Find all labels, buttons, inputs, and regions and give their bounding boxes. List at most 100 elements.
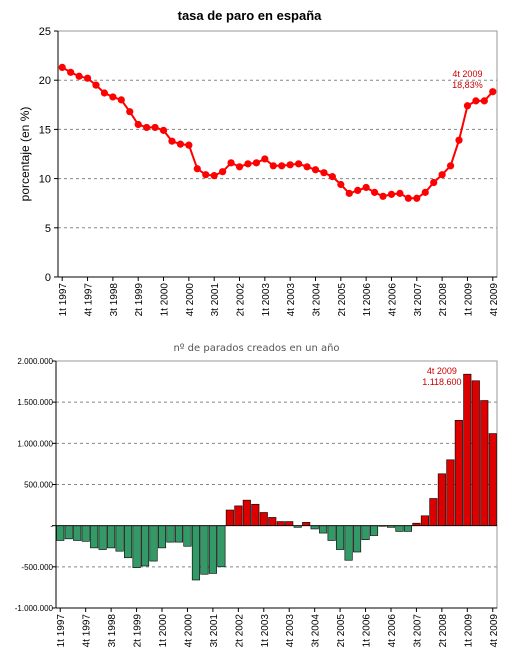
chart2-bar — [115, 525, 124, 552]
chart1-xtick-label: 3t 2007 — [413, 283, 424, 317]
chart2-bar — [73, 525, 82, 541]
chart1-annotation: 4t 2009 — [452, 69, 482, 79]
chart1-ytick-label: 5 — [45, 223, 51, 235]
chart1-xtick-label: 1t 2003 — [261, 283, 272, 317]
chart1-data-point — [489, 88, 497, 96]
chart1-title: tasa de paro en españa — [178, 8, 323, 23]
chart1-data-point — [117, 96, 125, 104]
chart1-data-point — [278, 162, 286, 170]
chart1-xtick-label: 4t 2000 — [185, 283, 196, 317]
chart1-xtick-label: 2t 2002 — [236, 283, 247, 317]
chart1-data-point — [337, 180, 345, 189]
chart1-data-point — [193, 165, 201, 173]
chart2-bar — [132, 525, 141, 568]
chart2-bar — [285, 521, 294, 526]
chart1-data-point — [328, 173, 336, 181]
chart2-annotation: 4t 2009 — [427, 366, 457, 376]
chart2-bar — [395, 525, 404, 532]
chart1-xtick-label: 4t 2003 — [286, 283, 297, 317]
chart2-bar — [225, 509, 234, 526]
chart2-ytick-label: -500.000 — [21, 563, 53, 572]
chart2-bar — [200, 525, 209, 575]
chart1-data-point — [413, 194, 421, 202]
chart1-ytick-label: 15 — [39, 124, 51, 136]
chart1-data-point — [185, 141, 193, 149]
chart1-data-point — [75, 72, 83, 80]
chart1-data-point — [387, 190, 396, 198]
chart1-data-point — [151, 123, 159, 132]
chart2-xtick-label: 1t 2003 — [260, 614, 271, 648]
chart2-bar — [429, 498, 438, 526]
chart2-bar — [251, 503, 260, 526]
chart1-data-point — [227, 159, 235, 167]
chart1-xtick-label: 4t 1997 — [84, 283, 95, 317]
chart2-xtick-label: 3t 2004 — [311, 614, 322, 648]
chart2-bar — [141, 525, 150, 567]
chart2-bar — [353, 525, 362, 553]
chart1-xtick-label: 4t 2009 — [489, 283, 500, 317]
chart2-bar — [234, 505, 243, 526]
chart2-bar — [56, 525, 65, 541]
chart2-bar — [98, 525, 107, 550]
chart1-data-point — [295, 160, 303, 168]
chart1-ytick-label: 20 — [39, 75, 51, 87]
chart2-ytick-label: 500.000 — [24, 481, 53, 490]
chart2-bar — [463, 373, 472, 526]
chart1-xtick-label: 4t 2006 — [387, 283, 398, 317]
chart1-annotation: 18,83% — [452, 80, 483, 90]
chart2-bar — [276, 521, 285, 526]
chart2-xtick-label: 1t 1997 — [56, 614, 67, 648]
chart1-data-point — [159, 126, 168, 134]
chart1-data-point — [269, 162, 277, 170]
chart1-xtick-label: 2t 1999 — [134, 283, 145, 317]
chart2-xtick-label: 2t 2005 — [336, 614, 347, 648]
chart1-data-point — [168, 137, 176, 145]
chart2-bar — [64, 525, 73, 540]
chart2-bar — [344, 525, 353, 561]
chart2-xtick-label: 4t 2003 — [285, 614, 296, 648]
chart1-xtick-label: 2t 2005 — [337, 283, 348, 317]
chart1-data-point — [345, 189, 353, 197]
chart1-data-point — [126, 108, 134, 116]
chart2-xtick-label: 2t 1999 — [133, 614, 144, 648]
chart1-data-point — [109, 93, 117, 101]
chart1-data-point — [219, 168, 227, 176]
chart2-ytick-label: -1.000.000 — [15, 604, 54, 613]
chart1-data-point — [311, 166, 320, 174]
chart1-data-point — [455, 136, 463, 144]
chart2-xtick-label: 2t 2008 — [438, 614, 449, 648]
chart1-data-point — [100, 89, 109, 97]
chart1-data-point — [252, 159, 260, 167]
chart2-bar — [403, 525, 412, 532]
chart1-data-point — [430, 178, 438, 187]
chart2-bar — [259, 512, 268, 526]
chart2-xtick-label: 4t 2009 — [489, 614, 500, 648]
chart2-xtick-label: 2t 2002 — [234, 614, 245, 648]
chart2-bar — [166, 525, 175, 543]
chart2-xtick-label: 1t 2009 — [463, 614, 474, 648]
chart2-bar — [369, 525, 379, 536]
chart2-bar — [191, 525, 200, 581]
chart2-bar — [361, 525, 370, 540]
chart2-annotation: 1.118.600 — [422, 377, 461, 387]
chart2-bar — [90, 525, 99, 549]
chart1-data-point — [396, 189, 404, 197]
chart2-bar — [124, 525, 133, 559]
chart2-bar — [310, 525, 319, 530]
chart1-data-point — [362, 183, 370, 192]
chart2-bar — [183, 525, 192, 547]
chart2-title: nº de parados creados en un año — [173, 343, 339, 354]
chart2-xtick-label: 3t 2001 — [209, 614, 220, 648]
chart2-bar — [302, 522, 311, 526]
chart2-bar — [208, 525, 217, 574]
chart2-bar — [336, 525, 345, 550]
chart1-data-point — [303, 163, 311, 171]
chart2-bar — [157, 525, 167, 549]
chart1-data-point — [421, 188, 429, 196]
chart1-data-point — [446, 162, 455, 170]
chart2-bar — [81, 525, 90, 542]
chart2-xtick-label: 1t 2006 — [362, 614, 373, 648]
chart2-bar — [242, 499, 251, 526]
chart1-data-point — [202, 171, 210, 179]
